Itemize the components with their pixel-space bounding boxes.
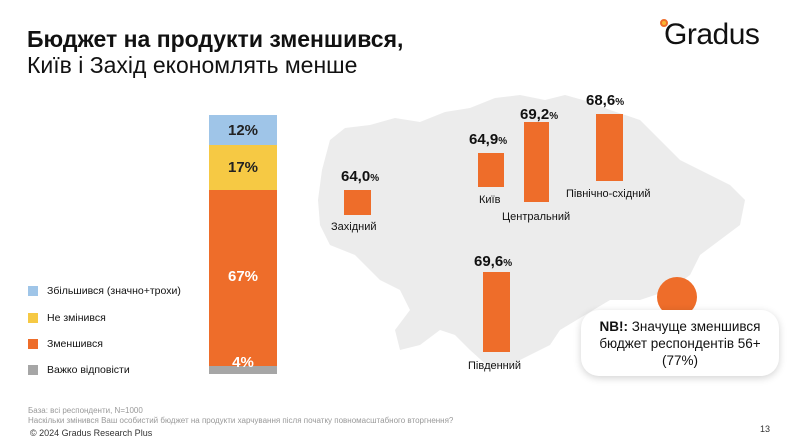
region-value: 64,0% — [341, 168, 380, 185]
legend-item: Важко відповісти — [28, 364, 130, 376]
page-number: 13 — [760, 424, 771, 434]
bar-segment-hard-to-say — [209, 366, 277, 374]
bar-segment-increased: 12% — [209, 115, 277, 145]
bar-segment-decreased: 67% — [209, 190, 277, 366]
legend-swatch — [28, 339, 38, 349]
logo: Gradus — [664, 18, 760, 51]
region-label: Київ — [479, 194, 501, 206]
region-bar-central — [524, 122, 549, 202]
region-value: 68,6% — [586, 92, 625, 109]
legend-swatch — [28, 313, 38, 323]
region-label: Південний — [468, 360, 522, 372]
footer-base: База: всі респонденти, N=1000 — [28, 406, 143, 415]
region-label: Західний — [331, 221, 377, 233]
bar-segment-unchanged: 17% — [209, 145, 277, 190]
nb-callout: NB!: Значуще зменшився бюджет респондент… — [581, 310, 779, 376]
legend-item: Не змінився — [28, 312, 106, 324]
legend-item: Збільшився (значно+трохи) — [28, 285, 181, 297]
legend-item: Зменшився — [28, 338, 103, 350]
footer-question: Наскільки змінився Ваш особистий бюджет … — [28, 416, 454, 425]
region-bar-west — [344, 190, 371, 215]
logo-mark-icon — [660, 19, 668, 27]
copyright: © 2024 Gradus Research Plus — [30, 428, 153, 438]
region-bar-kyiv — [478, 153, 504, 187]
region-value: 69,6% — [474, 253, 513, 270]
legend-swatch — [28, 286, 38, 296]
page-title: Бюджет на продукти зменшився, Київ і Зах… — [27, 26, 404, 78]
region-value: 69,2% — [520, 106, 559, 123]
legend-swatch — [28, 365, 38, 375]
region-label: Центральний — [502, 211, 571, 223]
region-label: Північно-східний — [566, 188, 651, 200]
region-bar-northeast — [596, 114, 623, 181]
region-bar-south — [483, 272, 510, 352]
region-value: 64,9% — [469, 131, 508, 148]
bar-label-hard-to-say: 4% — [232, 354, 254, 371]
